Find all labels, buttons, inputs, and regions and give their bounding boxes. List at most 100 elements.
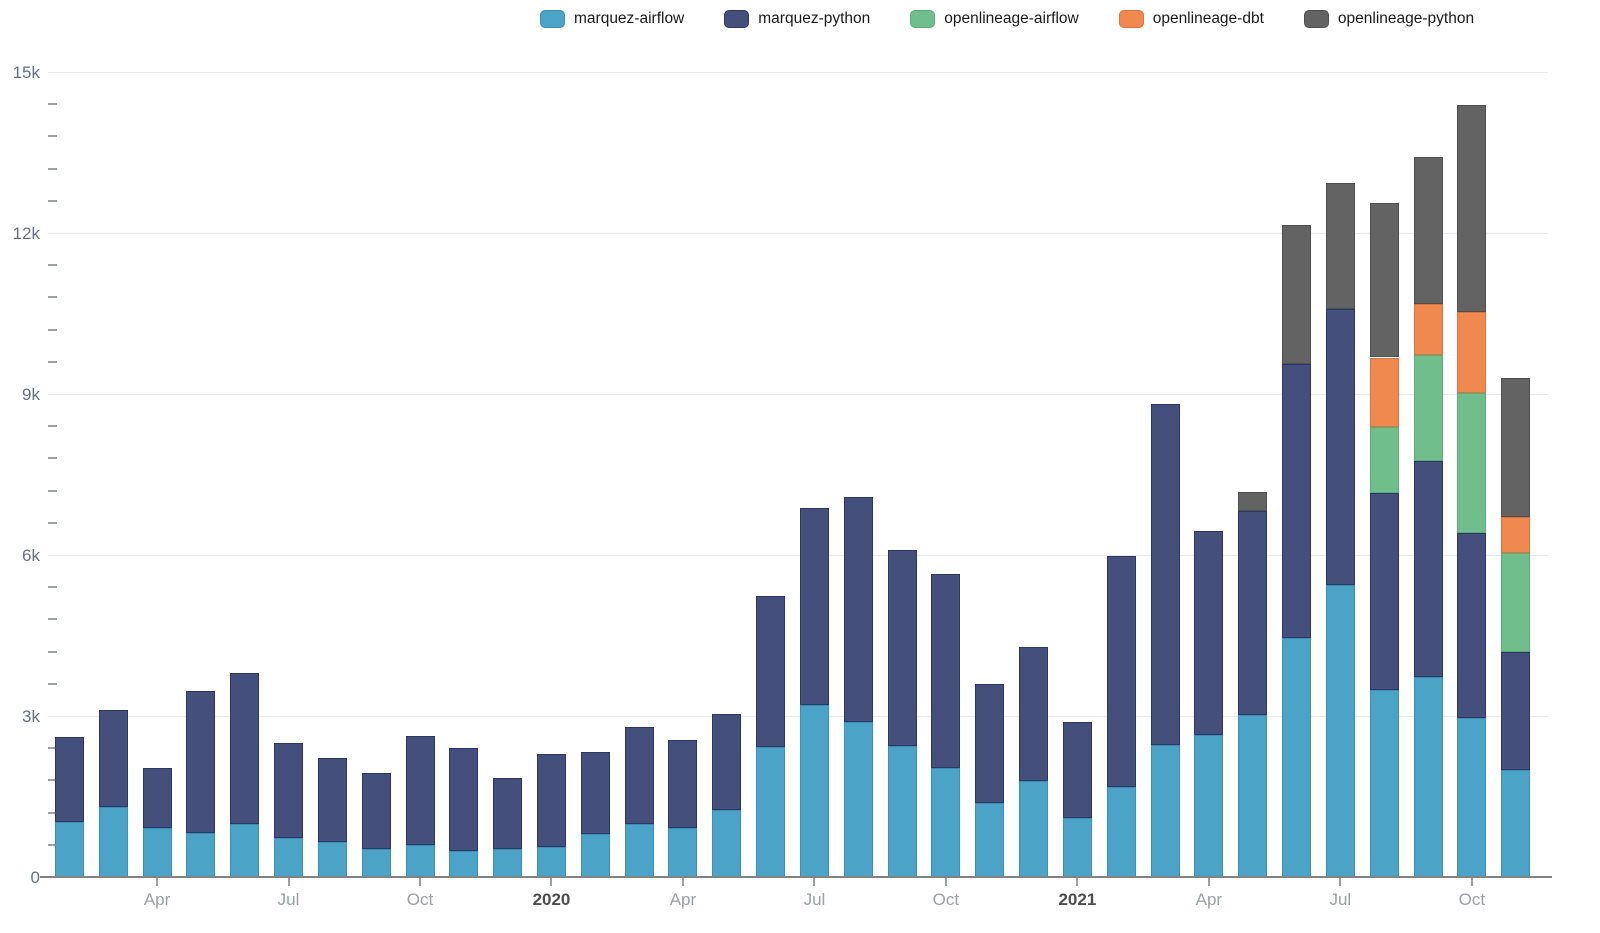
bar-may-2021-openlineage-python[interactable] <box>1238 492 1268 511</box>
legend-label: openlineage-python <box>1337 10 1475 27</box>
legend-item-marquez-airflow[interactable]: marquez-airflow <box>540 10 684 28</box>
bar-sep-2021-openlineage-python[interactable] <box>1413 157 1443 305</box>
legend-swatch-openlineage-dbt-icon <box>1118 10 1144 28</box>
bar-mar-2019-marquez-python[interactable] <box>98 710 128 808</box>
bar-feb-2020-marquez-airflow[interactable] <box>580 834 610 877</box>
bar-oct-2020-marquez-airflow[interactable] <box>931 768 961 877</box>
legend-item-marquez-python[interactable]: marquez-python <box>724 10 870 28</box>
bar-oct-2021-openlineage-airflow[interactable] <box>1457 392 1487 533</box>
bar-sep-2021-marquez-python[interactable] <box>1413 460 1443 678</box>
bar-aug-2021-marquez-python[interactable] <box>1369 493 1399 691</box>
bar-sep-2021-openlineage-dbt[interactable] <box>1413 304 1443 356</box>
bar-dec-2020-marquez-airflow[interactable] <box>1019 780 1049 877</box>
bar-oct-2020-marquez-python[interactable] <box>931 574 961 769</box>
bar-feb-2019-marquez-python[interactable] <box>54 736 84 822</box>
bar-may-2019-marquez-airflow[interactable] <box>186 832 216 877</box>
bar-nov-2021-marquez-python[interactable] <box>1501 652 1531 771</box>
bar-may-2020-marquez-python[interactable] <box>712 713 742 810</box>
bar-aug-2021-openlineage-airflow[interactable] <box>1369 427 1399 494</box>
bar-aug-2021-openlineage-python[interactable] <box>1369 203 1399 358</box>
y-gridline-9k <box>48 393 1548 395</box>
bar-may-2020-marquez-airflow[interactable] <box>712 809 742 877</box>
bar-jul-2019-marquez-airflow[interactable] <box>274 837 304 877</box>
legend-item-openlineage-dbt[interactable]: openlineage-dbt <box>1118 10 1264 28</box>
bar-sep-2020-marquez-python[interactable] <box>887 550 917 747</box>
bar-mar-2020-marquez-airflow[interactable] <box>624 823 654 877</box>
bar-aug-2020-marquez-python[interactable] <box>843 497 873 722</box>
bar-jan-2021-marquez-python[interactable] <box>1062 721 1092 818</box>
bar-sep-2019-marquez-airflow[interactable] <box>361 849 391 877</box>
bar-oct-2019-marquez-airflow[interactable] <box>405 844 435 877</box>
bar-dec-2019-marquez-python[interactable] <box>493 778 523 850</box>
bar-jul-2021-openlineage-python[interactable] <box>1325 183 1355 310</box>
y-minor-tick <box>48 296 57 299</box>
bar-jan-2020-marquez-airflow[interactable] <box>536 846 566 877</box>
x-tick-Jul <box>287 878 290 886</box>
y-minor-tick <box>48 521 57 524</box>
bar-jan-2021-marquez-airflow[interactable] <box>1062 817 1092 877</box>
bar-apr-2021-marquez-airflow[interactable] <box>1194 734 1224 877</box>
bar-jul-2020-marquez-airflow[interactable] <box>799 705 829 877</box>
bar-jul-2019-marquez-python[interactable] <box>274 742 304 838</box>
bar-oct-2021-marquez-airflow[interactable] <box>1457 718 1487 877</box>
bar-sep-2019-marquez-python[interactable] <box>361 772 391 850</box>
bar-jun-2021-openlineage-python[interactable] <box>1282 225 1312 365</box>
bar-aug-2021-openlineage-dbt[interactable] <box>1369 357 1399 428</box>
bar-jul-2021-marquez-python[interactable] <box>1325 309 1355 586</box>
bar-feb-2020-marquez-python[interactable] <box>580 751 610 835</box>
bar-aug-2020-marquez-airflow[interactable] <box>843 721 873 877</box>
bar-oct-2021-openlineage-python[interactable] <box>1457 104 1487 312</box>
bar-apr-2019-marquez-python[interactable] <box>142 768 172 829</box>
legend-item-openlineage-airflow[interactable]: openlineage-airflow <box>910 10 1079 28</box>
bar-jun-2020-marquez-airflow[interactable] <box>756 747 786 877</box>
bar-jun-2021-marquez-python[interactable] <box>1282 364 1312 639</box>
bar-sep-2021-openlineage-airflow[interactable] <box>1413 355 1443 461</box>
bar-aug-2019-marquez-python[interactable] <box>317 757 347 843</box>
bar-mar-2019-marquez-airflow[interactable] <box>98 807 128 877</box>
bar-jun-2019-marquez-python[interactable] <box>230 673 260 824</box>
bar-nov-2019-marquez-python[interactable] <box>449 747 479 852</box>
bar-feb-2021-marquez-airflow[interactable] <box>1106 786 1136 877</box>
bar-nov-2021-openlineage-airflow[interactable] <box>1501 553 1531 653</box>
bar-may-2021-marquez-python[interactable] <box>1238 510 1268 715</box>
bar-oct-2021-marquez-python[interactable] <box>1457 532 1487 719</box>
bar-nov-2021-marquez-airflow[interactable] <box>1501 770 1531 877</box>
bar-oct-2019-marquez-python[interactable] <box>405 735 435 845</box>
bar-apr-2019-marquez-airflow[interactable] <box>142 828 172 877</box>
bar-sep-2021-marquez-airflow[interactable] <box>1413 677 1443 877</box>
bar-oct-2021-openlineage-dbt[interactable] <box>1457 311 1487 393</box>
bar-mar-2021-marquez-python[interactable] <box>1150 404 1180 745</box>
bar-jan-2020-marquez-python[interactable] <box>536 753 566 847</box>
bar-dec-2019-marquez-airflow[interactable] <box>493 849 523 877</box>
bar-feb-2021-marquez-python[interactable] <box>1106 556 1136 787</box>
bar-jul-2021-marquez-airflow[interactable] <box>1325 585 1355 877</box>
legend-label: marquez-airflow <box>574 10 685 27</box>
bar-dec-2020-marquez-python[interactable] <box>1019 647 1049 781</box>
bar-jun-2019-marquez-airflow[interactable] <box>230 823 260 877</box>
bar-feb-2019-marquez-airflow[interactable] <box>54 821 84 877</box>
bar-aug-2021-marquez-airflow[interactable] <box>1369 690 1399 877</box>
bar-mar-2020-marquez-python[interactable] <box>624 726 654 824</box>
bar-nov-2019-marquez-airflow[interactable] <box>449 851 479 877</box>
x-axis-label-2021: 2021 <box>1058 890 1097 909</box>
legend-item-openlineage-python[interactable]: openlineage-python <box>1303 10 1475 28</box>
bar-nov-2020-marquez-airflow[interactable] <box>975 802 1005 877</box>
bar-jul-2020-marquez-python[interactable] <box>799 507 829 706</box>
bar-apr-2020-marquez-python[interactable] <box>668 740 698 829</box>
bar-may-2019-marquez-python[interactable] <box>186 690 216 833</box>
bar-jun-2021-marquez-airflow[interactable] <box>1282 638 1312 877</box>
bar-nov-2021-openlineage-python[interactable] <box>1501 378 1531 518</box>
bar-jun-2020-marquez-python[interactable] <box>756 595 786 748</box>
x-tick-Apr <box>156 878 159 886</box>
x-tick-Oct <box>419 878 421 886</box>
bar-aug-2019-marquez-airflow[interactable] <box>317 842 347 877</box>
bar-sep-2020-marquez-airflow[interactable] <box>887 746 917 877</box>
legend-label: marquez-python <box>758 10 871 27</box>
bar-apr-2021-marquez-python[interactable] <box>1194 530 1224 735</box>
bar-may-2021-marquez-airflow[interactable] <box>1238 714 1268 877</box>
bar-apr-2020-marquez-airflow[interactable] <box>668 828 698 877</box>
bar-nov-2021-openlineage-dbt[interactable] <box>1501 517 1531 554</box>
bar-mar-2021-marquez-airflow[interactable] <box>1150 744 1180 877</box>
bar-nov-2020-marquez-python[interactable] <box>975 683 1005 803</box>
